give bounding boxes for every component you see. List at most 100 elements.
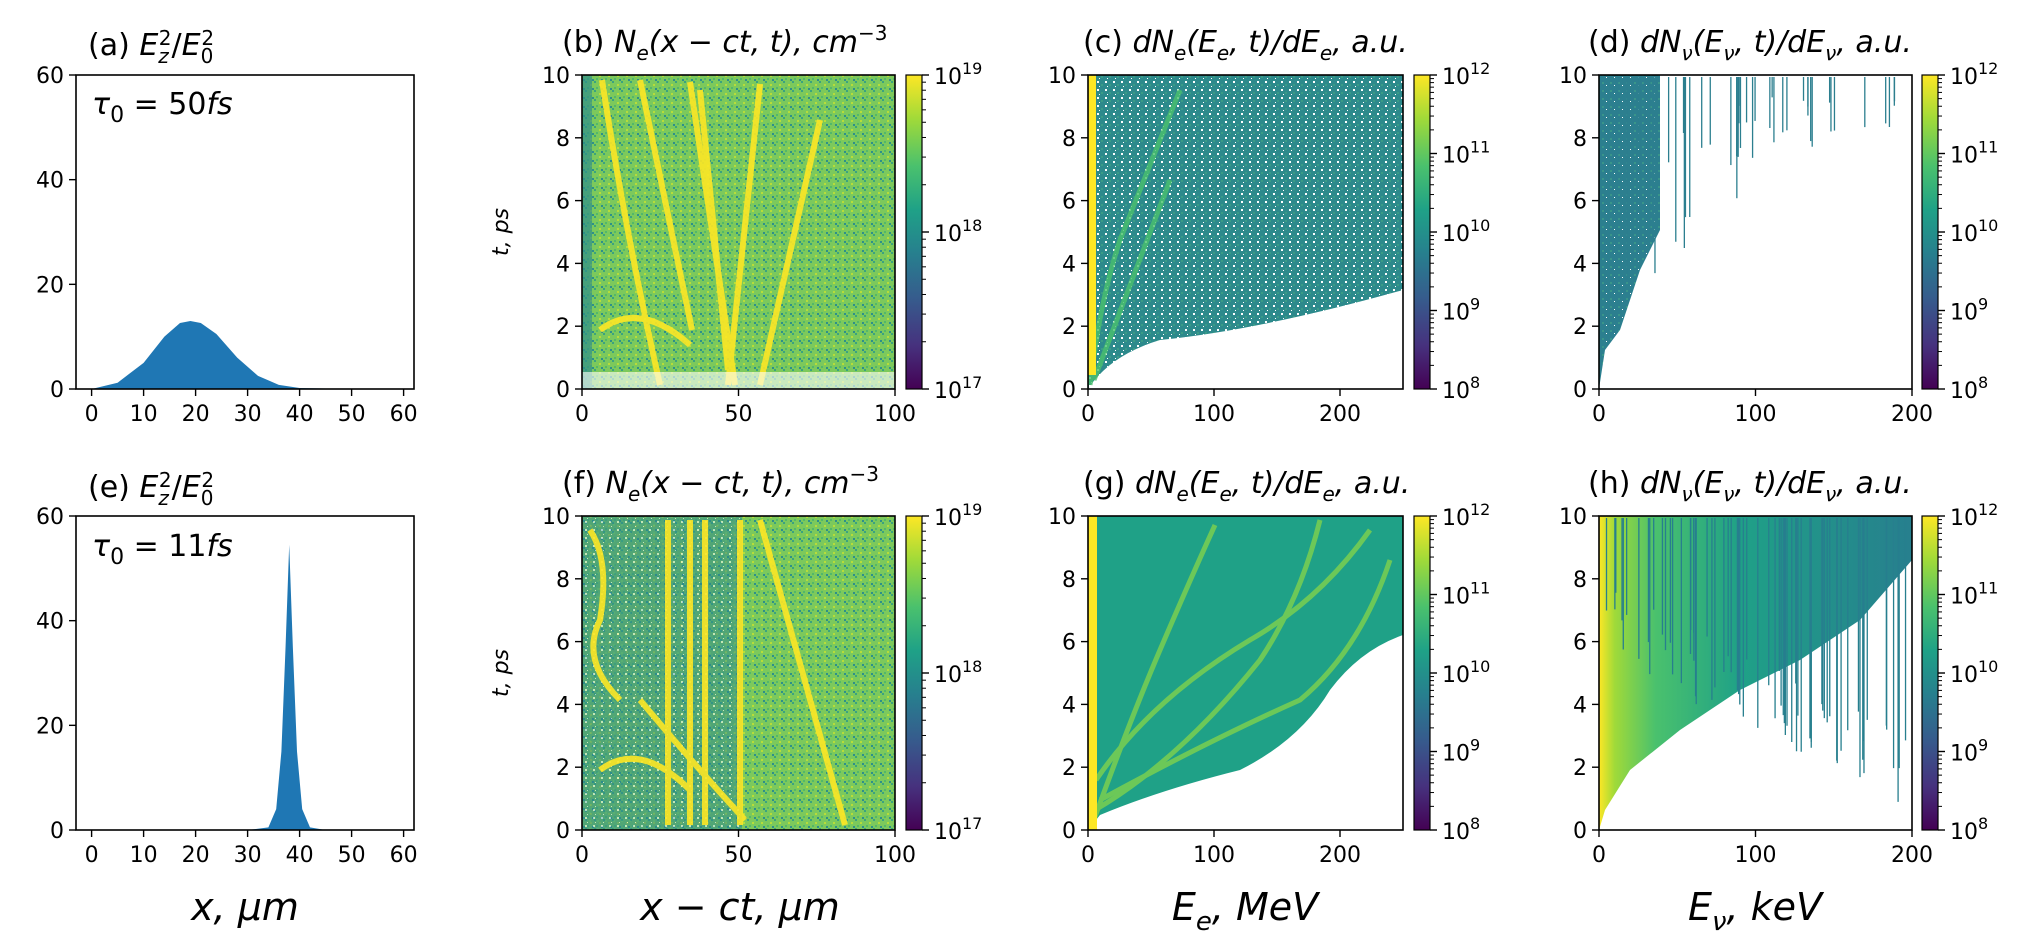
- panel-b-title: (b) Ne(x − ct, t), cm−3: [562, 21, 888, 65]
- x-tick-label: 50: [725, 843, 753, 868]
- colorbar-tick-label: 108: [1442, 373, 1480, 404]
- x-tick-label: 100: [874, 843, 916, 868]
- y-tick-label: 10: [1559, 505, 1587, 530]
- x-tick-label: 200: [1319, 402, 1361, 427]
- y-ticks-c: 0 2 4 6 8 10: [1048, 64, 1088, 403]
- y-tick-label: 6: [1573, 631, 1587, 656]
- x-ticks-a: 0 10 20 30 40 50 60: [85, 389, 418, 427]
- panel-g-title: (g) dNe(Ee, t)/dEe, a.u.: [1083, 466, 1410, 506]
- y-ticks-g: 0 2 4 6 8 10: [1048, 505, 1088, 844]
- y-tick-label: 6: [1062, 190, 1076, 215]
- y-tick-label: 8: [556, 127, 570, 152]
- colorbar-tick-label: 108: [1950, 373, 1988, 404]
- y-tick-label: 6: [1062, 631, 1076, 656]
- y-tick-label: 10: [1048, 505, 1076, 530]
- panel-c-title: (c) dNe(Ee, t)/dEe, a.u.: [1083, 25, 1408, 65]
- colorbar-tick-label: 1010: [1442, 657, 1490, 688]
- y-tick-label: 6: [556, 631, 570, 656]
- y-tick-label: 40: [36, 610, 64, 635]
- y-tick-label: 60: [36, 505, 64, 530]
- panel-d: (d) dNν(Eν, t)/dEν, a.u. 0 100 200 0 2 4 6 8 10…: [1559, 25, 1998, 427]
- y-tick-label: 4: [1062, 693, 1076, 718]
- x-tick-label: 100: [1193, 843, 1235, 868]
- x-tick-label: 60: [390, 843, 418, 868]
- colorbar-tick-label: 109: [1442, 295, 1480, 326]
- y-tick-label: 10: [1559, 64, 1587, 89]
- y-ticks-e: 0 20 40 60: [36, 505, 76, 844]
- colorbar-tick-label: 108: [1950, 814, 1988, 845]
- colorbar-tick-label: 1018: [934, 216, 982, 247]
- x-tick-label: 10: [130, 402, 158, 427]
- panel-f: (f) Ne(x − ct, t), cm−3 t, ps 0 50 100 0 2 4…: [489, 462, 982, 929]
- x-label-h: Eν, keV: [1688, 885, 1825, 937]
- heatmap-b: [582, 75, 895, 389]
- colorbar-ticks-b: 1017 1018 1019: [922, 59, 982, 404]
- colorbar-tick-label: 1019: [934, 59, 982, 90]
- x-tick-label: 200: [1891, 402, 1933, 427]
- heatmap-b-bottom: [582, 372, 895, 389]
- colorbar-d: [1921, 74, 1939, 390]
- x-tick-label: 50: [338, 843, 366, 868]
- y-tick-label: 8: [1062, 127, 1076, 152]
- panel-a: (a) Ez2/E02 τ0 = 50fs 0 10 20 30 40 50 60 0 20 4…: [36, 26, 418, 427]
- y-tick-label: 0: [1062, 378, 1076, 403]
- colorbar-h: [1921, 515, 1939, 831]
- y-tick-label: 6: [556, 190, 570, 215]
- x-tick-label: 0: [575, 843, 589, 868]
- x-tick-label: 100: [1735, 843, 1777, 868]
- y-ticks-d: 0 2 4 6 8 10: [1559, 64, 1599, 403]
- colorbar-ticks-d: 108 109 1010 1011 1012: [1938, 59, 1998, 404]
- y-tick-label: 2: [556, 315, 570, 340]
- heatmap-h: [1599, 516, 1912, 830]
- y-tick-label: 4: [1573, 693, 1587, 718]
- electron-arcs-g: [1089, 519, 1393, 826]
- panel-c: (c) dNe(Ee, t)/dEe, a.u. 0 100 200 0 2 4 6 8 10…: [1048, 25, 1490, 427]
- panel-e-title: (e) Ez2/E02: [88, 468, 214, 510]
- y-tick-label: 0: [1573, 378, 1587, 403]
- x-tick-label: 0: [85, 843, 99, 868]
- colorbar-tick-label: 1017: [934, 373, 982, 404]
- x-tick-label: 100: [1193, 402, 1235, 427]
- plot-frame-c: [1087, 74, 1404, 390]
- x-label-g: Ee, MeV: [1172, 885, 1321, 937]
- y-tick-label: 20: [36, 273, 64, 298]
- colorbar-tick-label: 1011: [1442, 138, 1490, 169]
- x-tick-label: 0: [1592, 402, 1606, 427]
- y-tick-label: 2: [1573, 756, 1587, 781]
- y-tick-label: 0: [50, 819, 64, 844]
- panel-e: (e) Ez2/E02 τ0 = 11fs 0 10 20 30 40 50 60 0 20 4…: [36, 468, 418, 929]
- pulse-area-e: [91, 544, 404, 830]
- y-tick-label: 4: [1573, 252, 1587, 277]
- y-label-f: t, ps: [489, 649, 514, 697]
- y-ticks-b: 0 2 4 6 8 10: [542, 64, 582, 403]
- x-label-f: x − ct, μm: [639, 885, 840, 929]
- colorbar-tick-label: 1012: [1442, 59, 1490, 90]
- x-tick-label: 100: [874, 402, 916, 427]
- plot-frame-a: [75, 74, 415, 390]
- colorbar-tick-label: 1019: [934, 500, 982, 531]
- colorbar-f: [905, 515, 923, 831]
- spectrum-spikes-d: [1616, 77, 1896, 281]
- panel-f-title: (f) Ne(x − ct, t), cm−3: [562, 462, 879, 506]
- x-tick-label: 0: [1081, 402, 1095, 427]
- x-tick-label: 40: [286, 402, 314, 427]
- annotation-tau-a: τ0 = 50fs: [92, 87, 233, 128]
- y-ticks-a: 0 20 40 60: [36, 64, 76, 403]
- panel-b: (b) Ne(x − ct, t), cm−3 t, ps 0 50 100 0 2 4…: [489, 21, 982, 427]
- y-tick-label: 2: [1573, 315, 1587, 340]
- y-tick-label: 0: [1573, 819, 1587, 844]
- heatmap-b-edge: [582, 75, 592, 389]
- density-streaks-b: [598, 79, 823, 386]
- y-ticks-f: 0 2 4 6 8 10: [542, 505, 582, 844]
- y-tick-label: 10: [1048, 64, 1076, 89]
- x-tick-label: 60: [390, 402, 418, 427]
- heatmap-d: [1599, 75, 1660, 389]
- y-tick-label: 10: [542, 505, 570, 530]
- colorbar-tick-label: 1011: [1950, 579, 1998, 610]
- panel-h: (h) dNν(Eν, t)/dEν, a.u. 0 100 200 0 2 4 6 8 10…: [1559, 466, 1998, 937]
- y-tick-label: 40: [36, 169, 64, 194]
- y-tick-label: 8: [1573, 568, 1587, 593]
- x-tick-label: 40: [286, 843, 314, 868]
- x-tick-label: 0: [85, 402, 99, 427]
- x-ticks-c: 0 100 200: [1081, 389, 1361, 427]
